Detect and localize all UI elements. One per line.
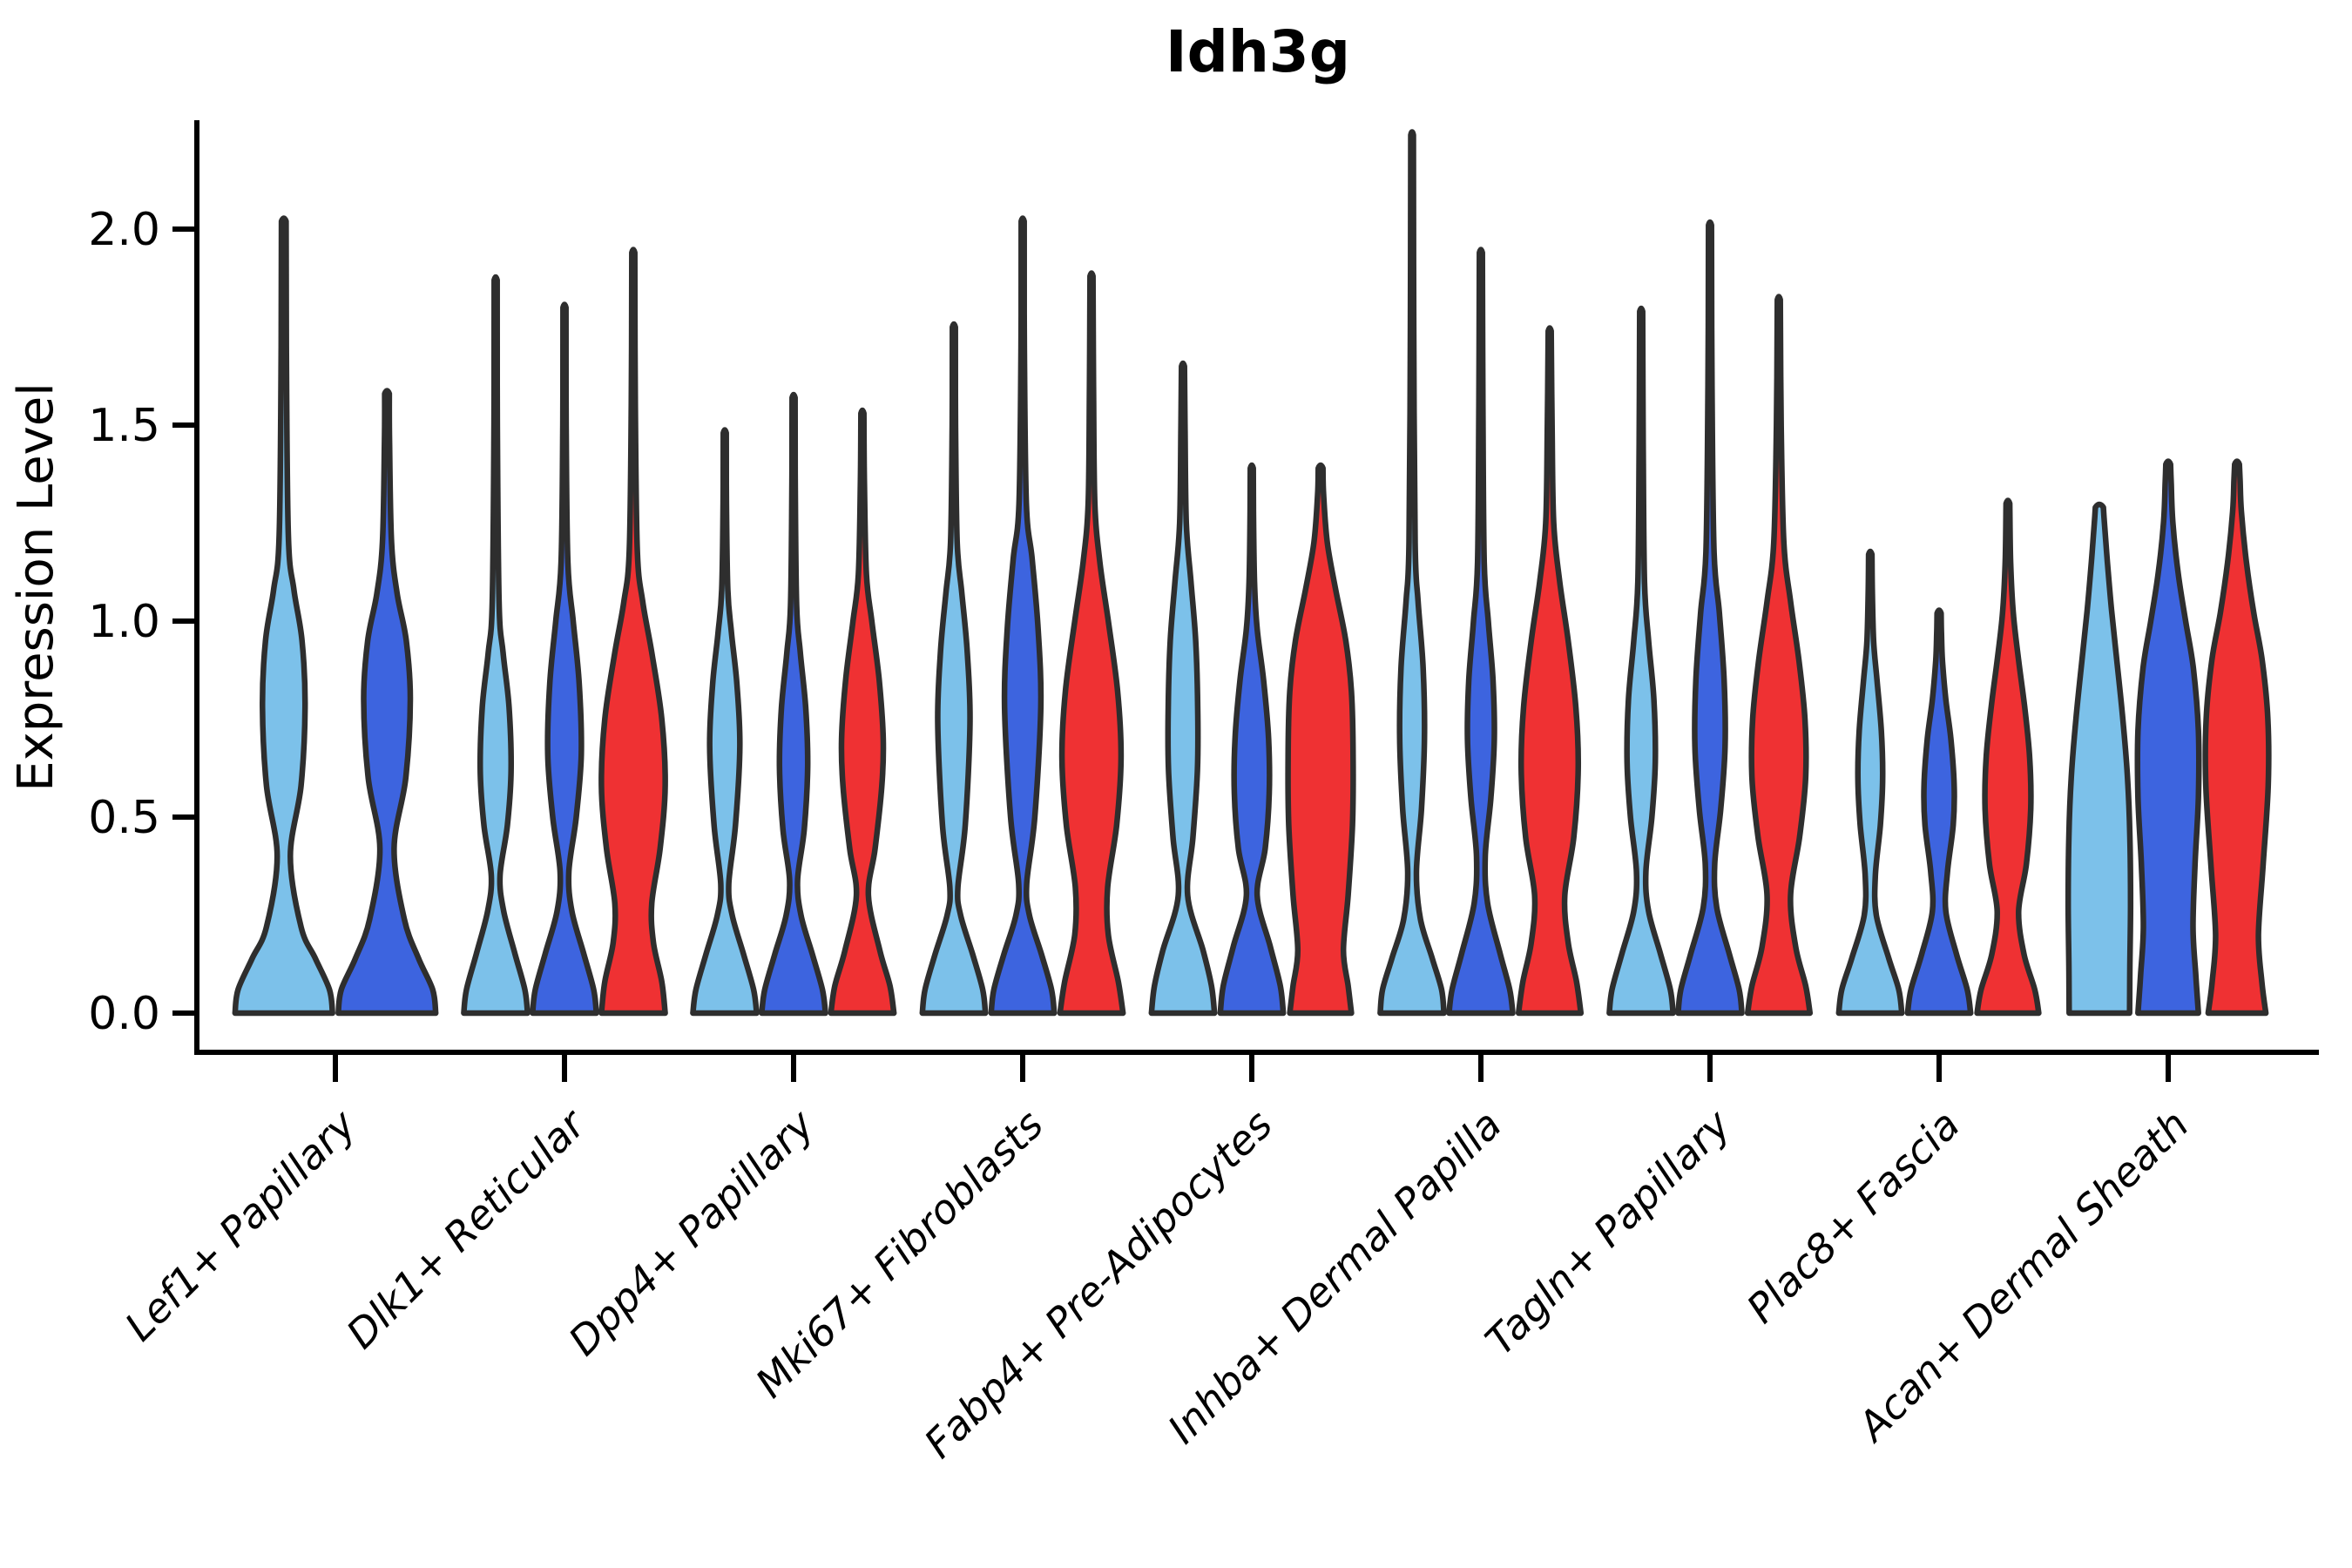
- violin-acan-red: [2202, 458, 2272, 1017]
- x-tick-label: Dlk1+ Reticular: [337, 1099, 596, 1358]
- x-tick-label: Dpp4+ Papillary: [559, 1100, 823, 1364]
- violin-tagln-red: [1744, 294, 1814, 1017]
- violin-lef1-blue: [335, 388, 439, 1017]
- violin-lef1-lightblue: [232, 215, 335, 1017]
- x-tick-label: Lef1+ Papillary: [116, 1100, 365, 1349]
- violin-series: [232, 129, 2272, 1017]
- violin-inhba-red: [1515, 325, 1585, 1017]
- violin-acan-blue: [2134, 458, 2202, 1017]
- violin-plac8-blue: [1904, 607, 1974, 1017]
- y-tick-label: 0.5: [88, 792, 160, 844]
- violin-tagln-lightblue: [1606, 305, 1676, 1017]
- violin-plac8-lightblue: [1835, 548, 1905, 1017]
- x-tick-label: Tagln+ Papillary: [1477, 1100, 1740, 1364]
- violin-dlk1-red: [598, 247, 668, 1017]
- violin-fabp4-blue: [1217, 462, 1287, 1017]
- chart-title: Idh3g: [1166, 18, 1350, 85]
- violin-dpp4-lightblue: [690, 427, 760, 1017]
- violin-inhba-lightblue: [1377, 129, 1447, 1017]
- violin-fabp4-lightblue: [1148, 360, 1218, 1017]
- violin-inhba-blue: [1446, 247, 1516, 1017]
- violin-mki67-lightblue: [919, 321, 989, 1017]
- violin-plac8-red: [1974, 497, 2042, 1017]
- violin-acan-lightblue: [2065, 501, 2134, 1017]
- violin-tagln-blue: [1675, 219, 1745, 1017]
- y-axis-label: Expression Level: [8, 382, 64, 792]
- violin-dpp4-blue: [759, 391, 828, 1017]
- violin-mki67-blue: [988, 215, 1058, 1017]
- violin-fabp4-red: [1285, 462, 1356, 1017]
- y-tick-label: 1.0: [88, 596, 160, 648]
- violin-dpp4-red: [828, 407, 897, 1017]
- x-tick-label: Plac8+ Fascia: [1738, 1101, 1969, 1332]
- y-tick-label: 2.0: [88, 204, 160, 256]
- violin-mki67-red: [1057, 270, 1126, 1017]
- y-tick-label: 1.5: [88, 400, 160, 452]
- y-tick-label: 0.0: [88, 988, 160, 1040]
- violin-dlk1-blue: [530, 301, 599, 1017]
- violin-dlk1-lightblue: [461, 274, 531, 1017]
